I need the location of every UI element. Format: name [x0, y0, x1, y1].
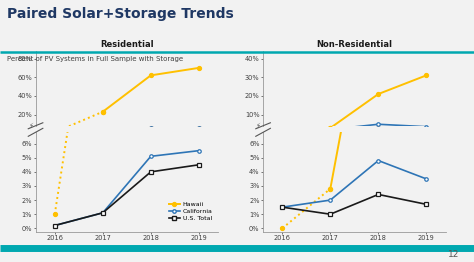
Text: ⚡: ⚡ — [256, 123, 261, 129]
Legend: Hawaii, California, U.S. Total: Hawaii, California, U.S. Total — [166, 200, 215, 224]
Text: 12: 12 — [448, 250, 460, 259]
Text: Paired Solar+Storage Trends: Paired Solar+Storage Trends — [7, 7, 234, 20]
Title: Non-Residential: Non-Residential — [316, 40, 392, 49]
Text: ⚡: ⚡ — [28, 123, 33, 129]
Text: Percent of PV Systems in Full Sample with Storage: Percent of PV Systems in Full Sample wit… — [7, 56, 183, 62]
Title: Residential: Residential — [100, 40, 154, 49]
